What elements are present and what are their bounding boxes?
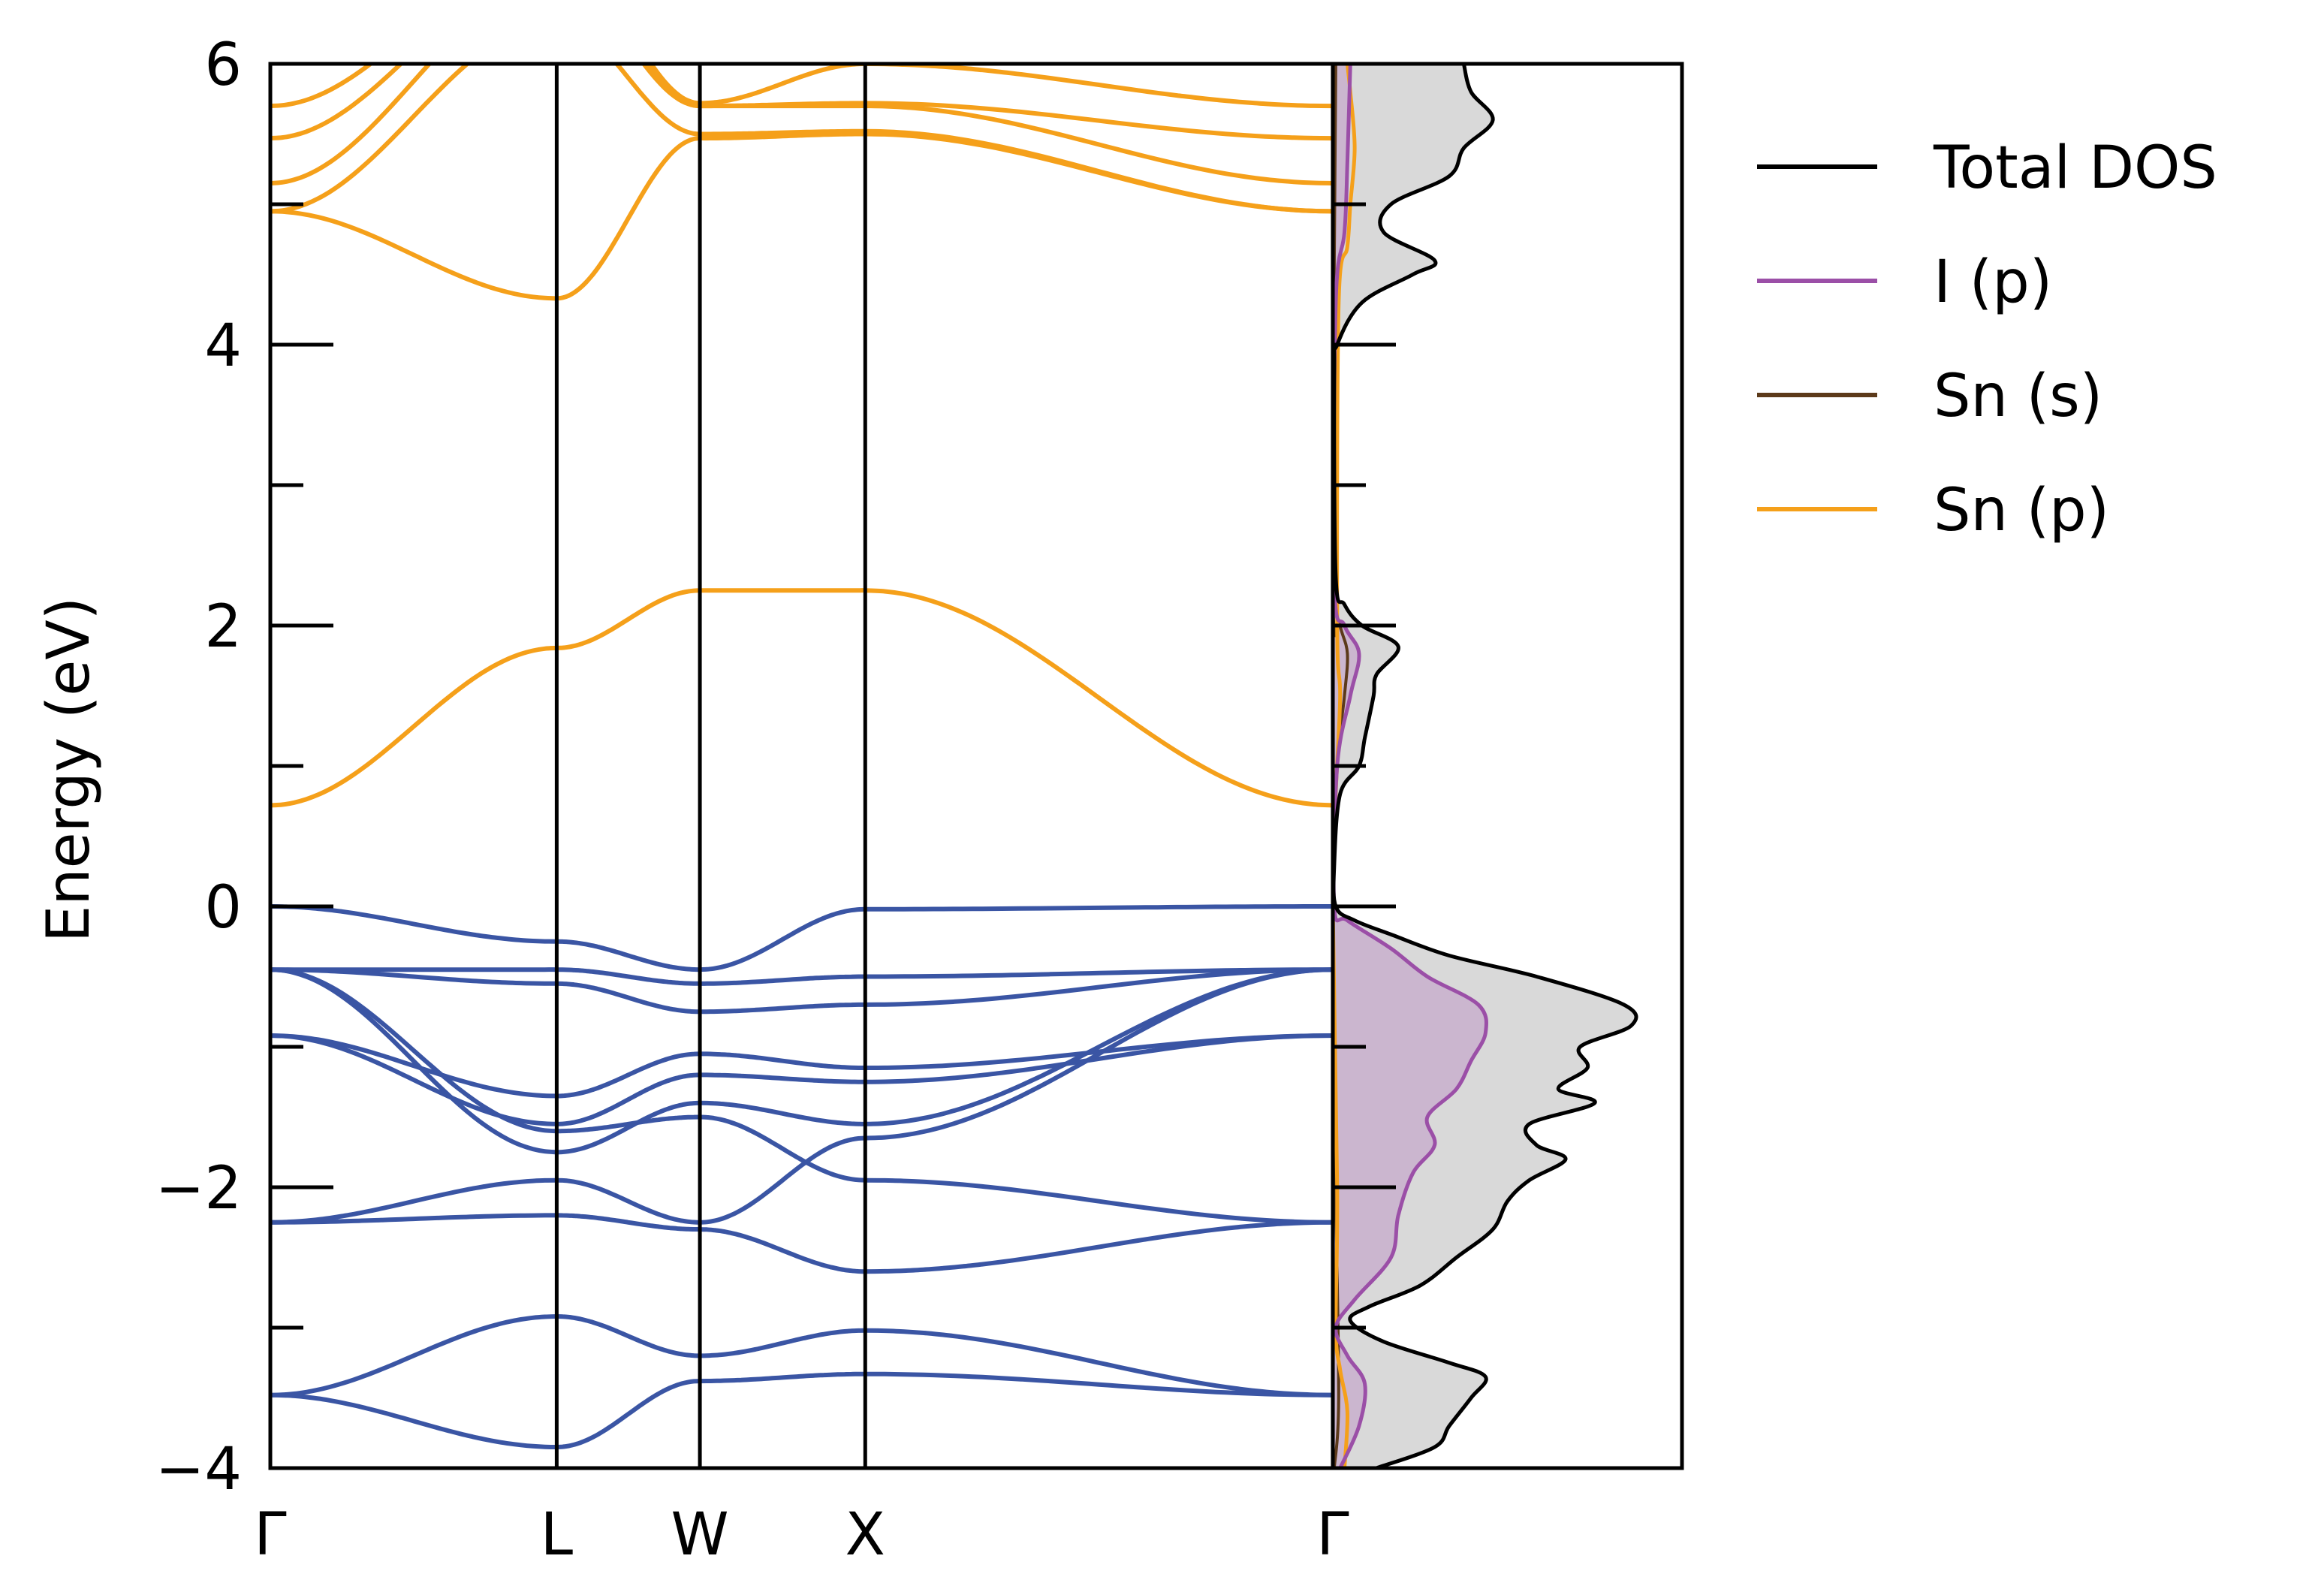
kpath-label-3: X [846, 1501, 885, 1569]
legend-label-1: I (p) [1934, 249, 2052, 316]
dos-total-line [1333, 64, 1638, 1468]
ytick-label-2: 2 [204, 593, 242, 661]
ytick-label-0: 0 [204, 874, 242, 942]
dos-panel [1331, 62, 1684, 1470]
ytick-label-6: 6 [204, 32, 242, 99]
high-symmetry-lines [554, 64, 867, 1468]
kpath-label-1: L [541, 1501, 574, 1569]
ytick-label--2: −2 [155, 1155, 242, 1223]
legend-label-0: Total DOS [1933, 134, 2217, 202]
dos-i-p-fill [1333, 64, 1487, 1468]
y-tick-labels: −4 −2 0 2 4 6 [155, 32, 242, 1503]
legend-label-3: Sn (p) [1934, 477, 2109, 544]
dos-panel-frame [1331, 62, 1684, 1470]
y-axis-label: Energy (eV) [35, 597, 103, 942]
ytick-label--4: −4 [155, 1436, 242, 1503]
kpath-label-2: W [671, 1501, 729, 1569]
legend: Total DOS I (p) Sn (s) Sn (p) [1757, 134, 2217, 544]
legend-label-2: Sn (s) [1934, 363, 2102, 430]
kpath-label-0: Γ [254, 1501, 287, 1569]
kpath-label-4: Γ [1316, 1501, 1349, 1569]
ytick-label-4: 4 [204, 312, 242, 380]
